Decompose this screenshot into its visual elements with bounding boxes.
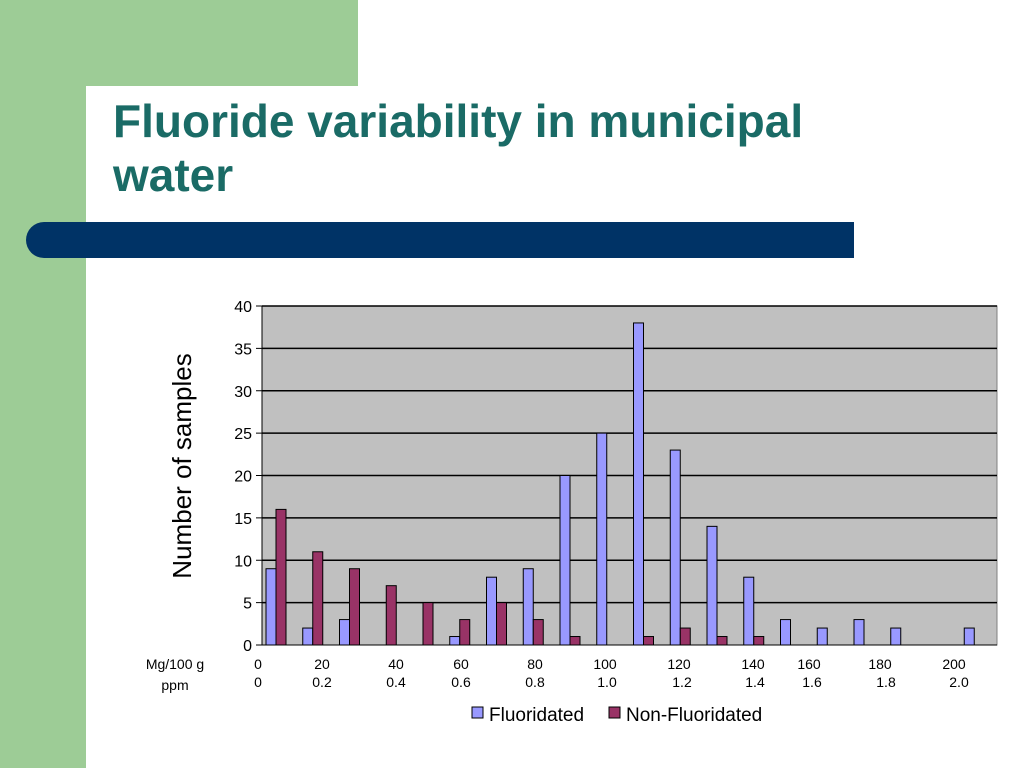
x-tick-label-ppm: 1.8 bbox=[876, 674, 896, 690]
bar-fluoridated bbox=[816, 627, 828, 646]
bar-fluoridated bbox=[265, 568, 277, 646]
bar-non-fluoridated bbox=[643, 636, 654, 646]
legend: Fluoridated Non-Fluoridated bbox=[471, 705, 762, 726]
y-tick-label: 5 bbox=[243, 596, 252, 613]
x-tick-label-ppm: 1.0 bbox=[597, 674, 617, 690]
bar-fluoridated bbox=[743, 576, 755, 646]
bar-fluoridated bbox=[449, 636, 461, 646]
bar-non-fluoridated bbox=[312, 551, 324, 646]
bar-fluoridated bbox=[780, 619, 791, 646]
x-tick-label-mg: 200 bbox=[942, 656, 966, 672]
legend-swatch-non-fluoridated bbox=[608, 706, 621, 719]
y-tick-label: 10 bbox=[234, 553, 252, 570]
legend-label-fluoridated: Fluoridated bbox=[489, 705, 584, 726]
bar-fluoridated bbox=[669, 449, 681, 646]
x-axis-row-label-mg: Mg/100 g bbox=[146, 656, 204, 672]
x-tick-label-mg: 120 bbox=[667, 656, 691, 672]
bar-fluoridated bbox=[339, 619, 350, 646]
x-tick-label-ppm: 0.4 bbox=[386, 674, 406, 690]
y-tick-label: 20 bbox=[234, 469, 252, 486]
axes-group: 0 5 10 15 20 25 30 35 40 bbox=[234, 299, 997, 655]
bar-non-fluoridated bbox=[679, 627, 691, 646]
bar-fluoridated bbox=[596, 432, 608, 646]
bar-non-fluoridated bbox=[496, 602, 507, 646]
x-tick-label-mg: 40 bbox=[388, 656, 404, 672]
legend-label-non-fluoridated: Non-Fluoridated bbox=[626, 705, 762, 726]
x-tick-label-mg: 0 bbox=[254, 656, 262, 672]
bar-fluoridated bbox=[302, 627, 314, 646]
bar-non-fluoridated bbox=[459, 619, 471, 646]
x-tick-label-mg: 20 bbox=[314, 656, 330, 672]
bar-non-fluoridated bbox=[422, 602, 434, 646]
x-tick-label-mg: 140 bbox=[741, 656, 765, 672]
y-tick-label: 40 bbox=[234, 299, 252, 316]
bar-fluoridated bbox=[559, 475, 571, 646]
background-rounded-corner bbox=[86, 86, 176, 176]
bar-non-fluoridated bbox=[349, 568, 360, 646]
y-axis-label: Number of samples bbox=[167, 353, 197, 578]
title-underline-bar bbox=[26, 222, 854, 258]
plot-area bbox=[261, 305, 998, 646]
x-tick-label-mg: 80 bbox=[527, 656, 543, 672]
legend-swatch-fluoridated bbox=[471, 706, 484, 719]
bar-non-fluoridated bbox=[569, 636, 581, 646]
x-tick-label-ppm: 1.4 bbox=[745, 674, 765, 690]
bar-fluoridated bbox=[963, 627, 975, 646]
bar-fluoridated bbox=[633, 322, 644, 646]
bar-fluoridated bbox=[853, 619, 865, 646]
x-tick-label-ppm: 1.6 bbox=[802, 674, 822, 690]
bar-fluoridated bbox=[522, 568, 534, 646]
background-green-strip bbox=[0, 0, 86, 768]
x-tick-label-ppm: 0.2 bbox=[312, 674, 332, 690]
y-tick-label: 25 bbox=[234, 426, 252, 443]
x-tick-labels: 0 20 40 60 80 100 120 140 160 180 200 0 0.2 0.4 0.6 0.8… bbox=[254, 656, 969, 690]
bar-non-fluoridated bbox=[532, 619, 544, 646]
x-tick-label-ppm: 2.0 bbox=[949, 674, 969, 690]
x-tick-label-mg: 160 bbox=[797, 656, 821, 672]
bar-non-fluoridated bbox=[275, 508, 287, 646]
bar-fluoridated bbox=[486, 576, 497, 646]
x-axis-row-label-ppm: ppm bbox=[161, 677, 188, 693]
x-tick-label-mg: 180 bbox=[868, 656, 892, 672]
bar-fluoridated bbox=[706, 525, 718, 646]
y-tick-label: 0 bbox=[243, 638, 252, 655]
bar-non-fluoridated bbox=[753, 636, 765, 646]
bar-non-fluoridated bbox=[716, 636, 728, 646]
x-tick-label-ppm: 0.8 bbox=[525, 674, 545, 690]
x-tick-label-ppm: 0 bbox=[254, 674, 262, 690]
y-tick-label: 35 bbox=[234, 341, 252, 358]
y-tick-label: 30 bbox=[234, 384, 252, 401]
x-tick-label-mg: 60 bbox=[453, 656, 469, 672]
y-tick-label: 15 bbox=[234, 511, 252, 528]
bar-fluoridated bbox=[890, 627, 902, 646]
x-tick-label-ppm: 1.2 bbox=[672, 674, 692, 690]
x-tick-label-ppm: 0.6 bbox=[451, 674, 471, 690]
slide-title: Fluoride variability in municipal water bbox=[113, 95, 804, 201]
background-green-top-block bbox=[86, 0, 358, 86]
x-tick-label-mg: 100 bbox=[593, 656, 617, 672]
bar-non-fluoridated bbox=[385, 585, 397, 646]
